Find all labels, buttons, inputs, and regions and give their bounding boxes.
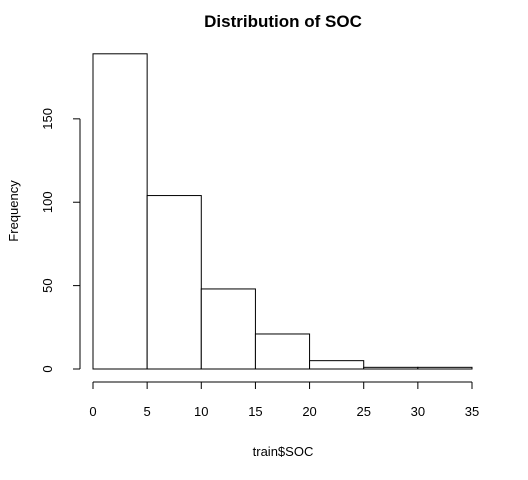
y-tick-label: 150 xyxy=(40,108,55,130)
histogram-bar xyxy=(254,333,311,370)
y-tick-label: 50 xyxy=(40,278,55,292)
x-tick-label: 0 xyxy=(89,404,96,419)
histogram-bar xyxy=(363,366,419,370)
x-tick-label: 30 xyxy=(411,404,425,419)
histogram-bar xyxy=(92,53,148,370)
x-tick-label: 20 xyxy=(302,404,316,419)
histogram-bar xyxy=(417,366,473,370)
x-tick-label: 15 xyxy=(248,404,262,419)
x-axis-label: train$SOC xyxy=(253,444,314,459)
x-tick-label: 5 xyxy=(144,404,151,419)
chart-title: Distribution of SOC xyxy=(204,12,362,31)
x-tick-label: 25 xyxy=(356,404,370,419)
histogram-bar xyxy=(309,360,365,370)
bars-group xyxy=(92,53,473,370)
y-tick-label: 100 xyxy=(40,191,55,213)
x-tick-label: 35 xyxy=(465,404,479,419)
y-axis: 0 50 100 150 xyxy=(40,108,81,373)
histogram-bar xyxy=(146,195,202,370)
y-tick-label: 0 xyxy=(40,365,55,372)
x-axis: 0 5 10 15 20 25 30 35 xyxy=(89,381,479,419)
x-tick-label: 10 xyxy=(194,404,208,419)
y-axis-label: Frequency xyxy=(6,180,21,242)
histogram-bar xyxy=(200,288,256,370)
